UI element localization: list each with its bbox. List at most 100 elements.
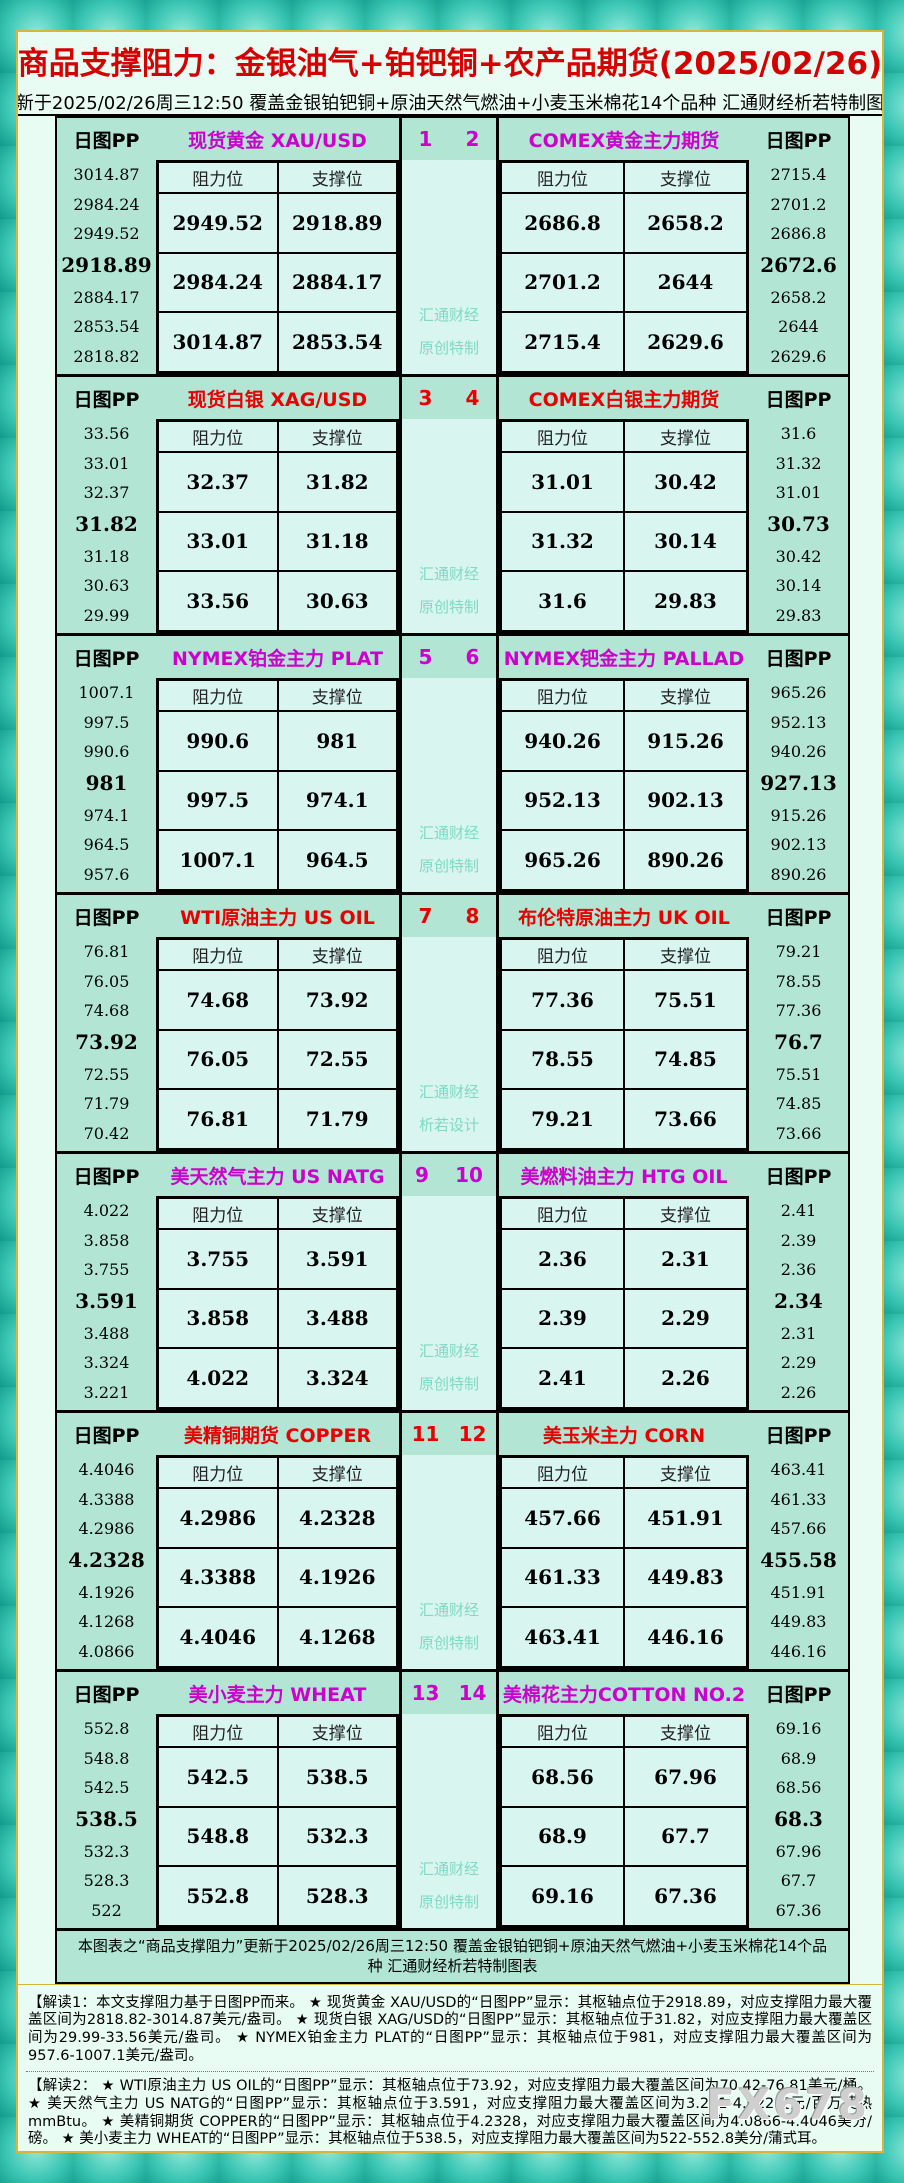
pp-value: 31.18: [83, 546, 130, 566]
pp-pivot-value: 73.92: [75, 1030, 138, 1055]
support-value: 974.1: [277, 770, 397, 831]
pp-value: 2701.2: [770, 194, 827, 214]
support-value: 71.79: [277, 1089, 397, 1149]
center-column: 3 4 汇通财经 原创特制: [399, 377, 499, 633]
pp-value: 3.221: [83, 1382, 130, 1402]
pp-value: 75.51: [775, 1064, 822, 1084]
resistance-value: 952.13: [501, 770, 624, 831]
pp-value: 542.5: [83, 1778, 130, 1798]
pp-value: 78.55: [775, 971, 822, 991]
levels-table-left: 阻力位 支撑位 542.5 538.5 548.8 532.3 552.8 528.3: [156, 1714, 399, 1928]
pp-header-label: 日图PP: [73, 1165, 140, 1188]
watermark-line: 析若设计: [418, 1116, 479, 1134]
commodity-block: 日图PP 3014.87 2984.24 2949.52 2918.89 2884.17 2…: [57, 118, 848, 377]
support-value: 3.488: [277, 1288, 397, 1349]
resistance-header: 阻力位: [501, 939, 624, 970]
pp-pivot-value: 2672.6: [760, 253, 837, 278]
pair-number-left: 5: [418, 645, 433, 669]
instrument-title-right: COMEX白银主力期货: [528, 388, 720, 411]
pair-number-left: 1: [418, 127, 433, 151]
pp-value: 2949.52: [73, 224, 140, 244]
instrument-panel-left: WTI原油主力 US OIL 阻力位 支撑位 74.68 73.92 76.05 72.55…: [156, 895, 399, 1151]
instrument-panel-right: 美燃料油主力 HTG OIL 阻力位 支撑位 2.36 2.31 2.39 2.29 2.41…: [499, 1154, 749, 1410]
watermark-line: 汇通财经: [418, 1342, 479, 1360]
levels-table-right: 阻力位 支撑位 940.26 915.26 952.13 902.13 965.26 890.…: [499, 678, 749, 892]
support-value: 528.3: [277, 1866, 397, 1926]
resistance-header: 阻力位: [158, 162, 278, 193]
pp-value: 76.05: [83, 971, 130, 991]
support-header: 支撑位: [277, 680, 397, 711]
pp-value: 68.56: [775, 1778, 822, 1798]
resistance-value: 457.66: [501, 1488, 624, 1548]
pp-value: 2984.24: [73, 194, 140, 214]
pp-column-left: 日图PP 33.56 33.01 32.37 31.82 31.18 30.63 29.99: [57, 377, 156, 633]
pp-value: 940.26: [770, 742, 827, 762]
pp-column-left: 日图PP 4.4046 4.3388 4.2986 4.2328 4.1926 4.1268…: [57, 1413, 156, 1669]
levels-table-left: 阻力位 支撑位 74.68 73.92 76.05 72.55 76.81 71.79: [156, 937, 399, 1151]
support-value: 538.5: [277, 1747, 397, 1807]
levels-table-left: 阻力位 支撑位 990.6 981 997.5 974.1 1007.1 964.5: [156, 678, 399, 892]
pp-value: 4.1926: [78, 1582, 135, 1602]
commodity-blocks: 日图PP 3014.87 2984.24 2949.52 2918.89 2884.17 2…: [57, 118, 848, 1931]
watermark-line: 原创特制: [418, 1375, 479, 1393]
commodity-block: 日图PP 4.022 3.858 3.755 3.591 3.488 3.324 3.221 美…: [57, 1154, 848, 1413]
pair-number-left: 11: [411, 1422, 440, 1446]
pair-numbers: 13 14: [402, 1672, 496, 1714]
pp-header-label: 日图PP: [73, 388, 140, 411]
pp-values: 965.26 952.13 940.26 927.13 915.26 902.13 890.…: [749, 678, 848, 892]
resistance-value: 4.022: [158, 1348, 278, 1408]
instrument-panel-left: 现货白银 XAG/USD 阻力位 支撑位 32.37 31.82 33.01 31.18 33…: [156, 377, 399, 633]
pp-value: 32.37: [83, 483, 130, 503]
pp-header-label: 日图PP: [73, 129, 140, 152]
resistance-header: 阻力位: [158, 1457, 278, 1488]
support-header: 支撑位: [624, 680, 747, 711]
pp-value: 72.55: [83, 1064, 130, 1084]
support-value: 4.1926: [277, 1547, 397, 1608]
support-value: 2853.54: [277, 312, 397, 372]
pp-header-label: 日图PP: [73, 906, 140, 929]
resistance-value: 463.41: [501, 1607, 624, 1667]
pp-pivot-value: 31.82: [75, 512, 138, 537]
pp-value: 71.79: [83, 1094, 130, 1114]
pair-numbers: 9 10: [402, 1154, 496, 1196]
note-2: 【解读2： ★ WTI原油主力 US OIL的“日图PP”显示：其枢轴点位于73…: [26, 2071, 874, 2151]
instrument-title-right: COMEX黄金主力期货: [528, 129, 720, 152]
support-header: 支撑位: [277, 162, 397, 193]
instrument-panel-right: 美玉米主力 CORN 阻力位 支撑位 457.66 451.91 461.33 449.83…: [499, 1413, 749, 1669]
levels-table-right: 阻力位 支撑位 68.56 67.96 68.9 67.7 69.16 67.36: [499, 1714, 749, 1928]
pp-column-left: 日图PP 3014.87 2984.24 2949.52 2918.89 2884.17 2…: [57, 118, 156, 374]
support-value: 902.13: [624, 770, 747, 831]
resistance-value: 4.3388: [158, 1547, 278, 1608]
resistance-value: 31.01: [501, 452, 624, 512]
instrument-title-right: NYMEX钯金主力 PALLAD: [503, 647, 745, 670]
resistance-header: 阻力位: [158, 680, 278, 711]
resistance-value: 3.755: [158, 1229, 278, 1289]
footer-bar: 本图表之“商品支撑阻力”更新于2025/02/26周三12:50 覆盖金银铂钯铜…: [57, 1931, 848, 1982]
resistance-value: 3014.87: [158, 312, 278, 372]
pp-values: 2.41 2.39 2.36 2.34 2.31 2.29 2.26: [749, 1196, 848, 1410]
commodity-block: 日图PP 552.8 548.8 542.5 538.5 532.3 528.3 522 美小麦…: [57, 1672, 848, 1931]
pair-number-left: 7: [418, 904, 433, 928]
support-value: 3.591: [277, 1229, 397, 1289]
support-value: 446.16: [624, 1607, 747, 1667]
instrument-title-left: 美天然气主力 US NATG: [170, 1165, 385, 1188]
pp-values: 1007.1 997.5 990.6 981 974.1 964.5 957.6: [57, 678, 156, 892]
watermark-line: 汇通财经: [418, 824, 479, 842]
center-watermark: 汇通财经 原创特制: [402, 1196, 496, 1410]
pp-value: 33.56: [83, 424, 130, 444]
pp-column-right: 日图PP 79.21 78.55 77.36 76.7 75.51 74.85 73.66: [749, 895, 848, 1151]
instrument-title-right: 美棉花主力COTTON NO.2: [502, 1683, 746, 1706]
resistance-value: 965.26: [501, 830, 624, 890]
pp-value: 2658.2: [770, 287, 827, 307]
pp-column-left: 日图PP 552.8 548.8 542.5 538.5 532.3 528.3 522: [57, 1672, 156, 1928]
pp-pivot-value: 68.3: [774, 1807, 823, 1832]
pp-value: 30.42: [775, 546, 822, 566]
pp-value: 1007.1: [78, 683, 135, 703]
support-header: 支撑位: [277, 1457, 397, 1488]
pp-value: 69.16: [775, 1719, 822, 1739]
resistance-value: 552.8: [158, 1866, 278, 1926]
commodity-block: 日图PP 76.81 76.05 74.68 73.92 72.55 71.79 70.42 W…: [57, 895, 848, 1154]
pp-value: 522: [91, 1900, 122, 1920]
